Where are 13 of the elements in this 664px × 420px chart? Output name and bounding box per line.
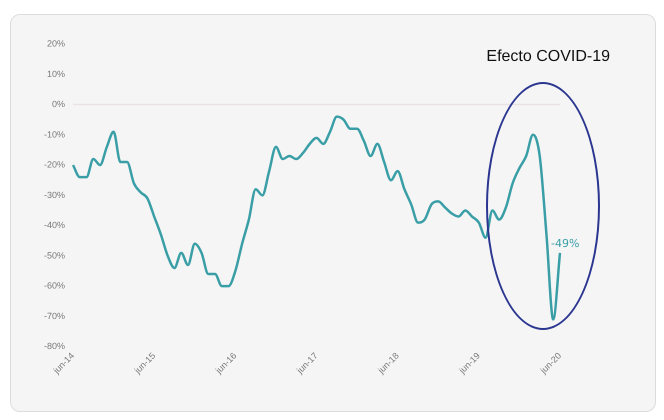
y-tick-label: -20% bbox=[44, 160, 66, 170]
y-tick-label: -50% bbox=[44, 250, 66, 260]
data-label: -49% bbox=[551, 237, 580, 250]
y-tick-label: 0% bbox=[52, 99, 66, 110]
y-tick-label: -10% bbox=[44, 129, 66, 140]
y-tick-label: 20% bbox=[46, 38, 66, 48]
y-tick-label: -80% bbox=[44, 341, 66, 352]
y-tick-label: -30% bbox=[44, 190, 66, 200]
annotation: Efecto COVID-19 bbox=[486, 48, 610, 66]
y-tick-label: -40% bbox=[44, 220, 66, 230]
y-tick-label: -60% bbox=[44, 280, 66, 291]
y-tick-label: -70% bbox=[44, 310, 66, 321]
y-tick-label: 10% bbox=[46, 68, 66, 79]
